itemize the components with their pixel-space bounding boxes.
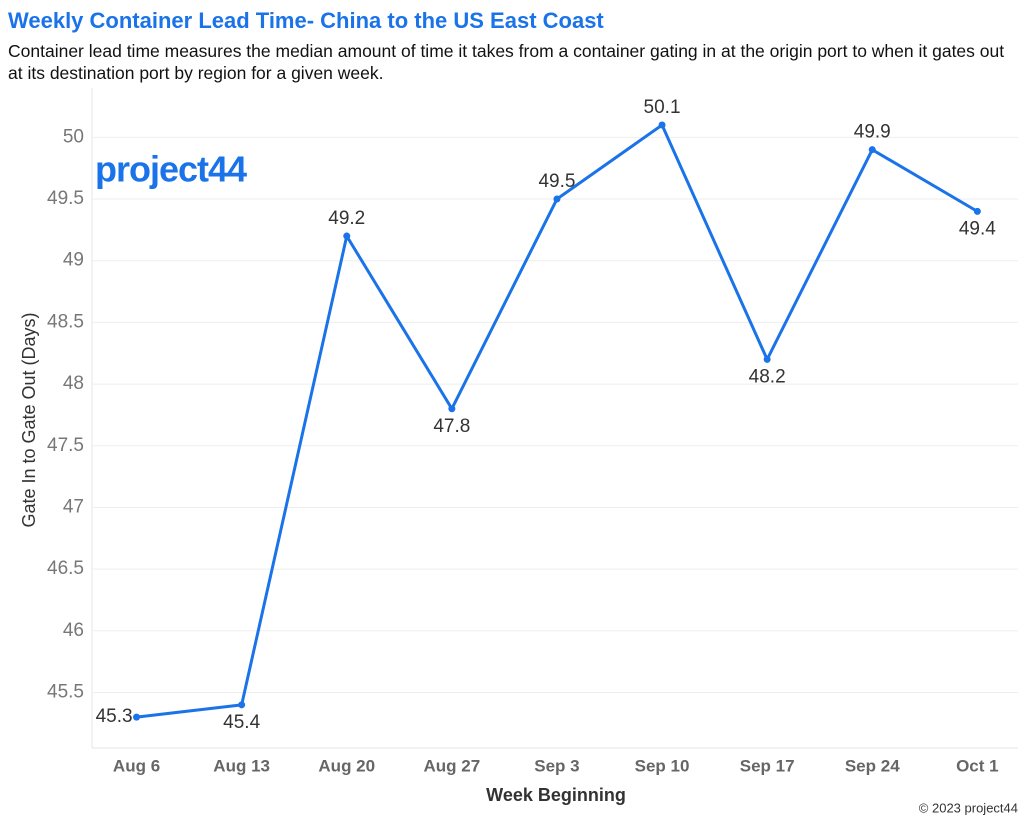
- y-tick-label: 47: [63, 496, 84, 517]
- value-label: 47.8: [433, 416, 470, 437]
- point: [133, 713, 141, 721]
- y-tick-label: 47.5: [47, 435, 84, 456]
- line: [136, 122, 979, 719]
- y-axis-label: Gate In to Gate Out (Days): [19, 312, 39, 527]
- point: [868, 146, 876, 154]
- x-tick-label: Sep 3: [534, 756, 579, 775]
- y-tick-label: 45.5: [47, 682, 84, 703]
- x-tick-label: Aug 27: [424, 756, 481, 775]
- value-label: 50.1: [644, 97, 681, 118]
- y-tick-label: 48.5: [47, 311, 84, 332]
- x-tick-label: Aug 20: [318, 756, 375, 775]
- value-label: 45.4: [223, 712, 260, 733]
- point: [763, 355, 771, 363]
- point: [553, 195, 561, 203]
- x-tick-label: Sep 10: [635, 756, 690, 775]
- chart-title: Weekly Container Lead Time- China to the…: [8, 8, 604, 33]
- y-tick-label: 49.5: [47, 188, 84, 209]
- point: [973, 207, 981, 215]
- point: [238, 701, 246, 709]
- y-tick-label: 49: [63, 250, 84, 271]
- y-tick-label: 46: [63, 620, 84, 641]
- y-tick-label: 46.5: [47, 558, 84, 579]
- value-label: 49.5: [538, 171, 575, 192]
- point: [343, 232, 351, 240]
- x-tick-label: Sep 17: [740, 756, 795, 775]
- point: [658, 121, 666, 129]
- x-tick-label: Aug 6: [113, 756, 160, 775]
- value-label: 49.2: [328, 208, 365, 229]
- x-tick-label: Oct 1: [956, 756, 999, 775]
- footer: © 2023 project44: [919, 800, 1018, 815]
- y-tick-label: 50: [63, 126, 84, 147]
- chart-subtitle: Container lead time measures the median …: [8, 41, 1005, 83]
- x-axis-label: Week Beginning: [486, 785, 626, 805]
- value-label: 48.2: [749, 366, 786, 387]
- point: [448, 405, 456, 413]
- x-tick-label: Sep 24: [845, 756, 900, 775]
- value-label: 49.4: [959, 218, 996, 239]
- logo: project44: [95, 149, 247, 190]
- value-label: 49.9: [854, 122, 891, 143]
- value-label: 45.3: [96, 706, 133, 727]
- y-tick-label: 48: [63, 373, 84, 394]
- x-tick-label: Aug 13: [213, 756, 270, 775]
